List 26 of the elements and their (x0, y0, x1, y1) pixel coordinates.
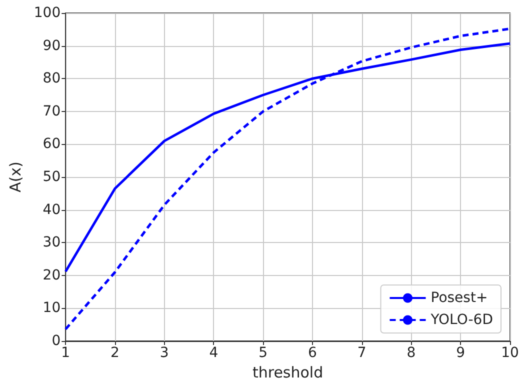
y-axis-title: A(x) (6, 162, 24, 192)
x-tick-label: 1 (61, 345, 70, 361)
x-tick-label: 9 (456, 345, 466, 361)
line-series (64, 27, 512, 330)
y-tick-label: 60 (42, 136, 61, 152)
y-tick-label: 20 (42, 267, 61, 284)
x-tick-label: 2 (110, 345, 120, 361)
x-tick-label: 4 (209, 345, 218, 361)
x-tick-label: 7 (357, 345, 366, 361)
y-tick-label: 0 (52, 333, 61, 349)
y-tick-label: 40 (42, 202, 61, 218)
y-tick-label: 70 (42, 103, 61, 120)
y-tick-label: 10 (42, 300, 61, 316)
x-tick-label: 3 (160, 345, 169, 361)
y-tick-label: 90 (42, 38, 61, 54)
legend-label: Posest+ (430, 290, 488, 306)
x-tick-label: 5 (258, 345, 268, 361)
y-tick-label: 30 (42, 234, 61, 251)
x-tick-label: 6 (308, 345, 318, 361)
y-tick-label: 50 (42, 169, 61, 185)
x-axis-title: threshold (252, 364, 324, 382)
y-tick-label: 100 (34, 5, 61, 21)
x-tick-label: 8 (406, 345, 416, 361)
y-tick-label: 80 (42, 70, 61, 87)
x-tick-label: 10 (501, 345, 519, 361)
legend-label: YOLO-6D (430, 312, 494, 328)
